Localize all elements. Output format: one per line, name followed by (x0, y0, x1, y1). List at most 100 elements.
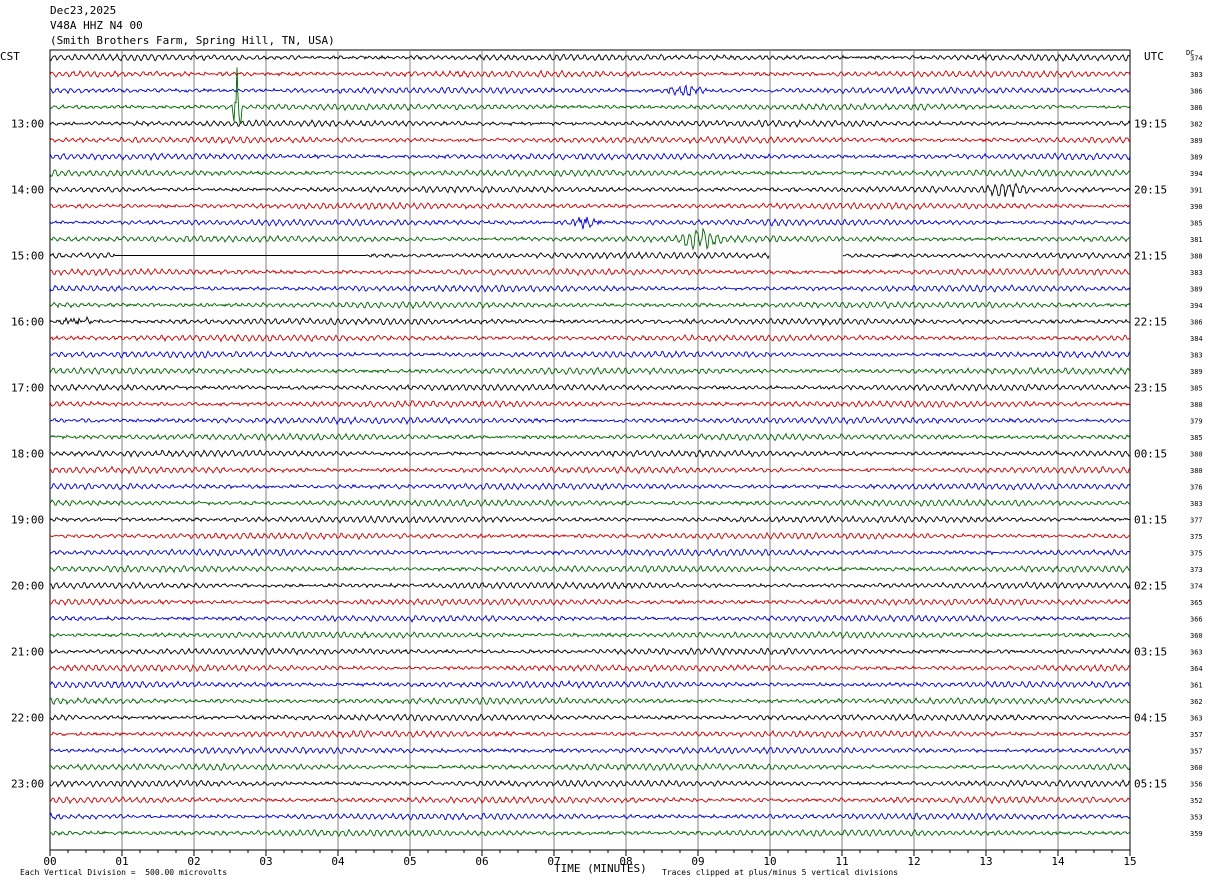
dc-offset-value: 365 (1190, 599, 1203, 607)
left-timezone-label: CST (0, 50, 20, 63)
seismic-trace (49, 67, 1131, 125)
seismic-trace (49, 69, 1131, 79)
left-hour-label: 17:00 (11, 382, 44, 395)
right-hour-label: 01:15 (1134, 514, 1167, 527)
left-hour-label: 20:00 (11, 580, 44, 593)
right-hour-label: 21:15 (1134, 250, 1167, 263)
x-tick-label: 11 (835, 855, 848, 868)
x-tick-label: 00 (43, 855, 56, 868)
dc-offset-value: 389 (1190, 286, 1203, 294)
seismic-trace (49, 679, 1131, 689)
x-tick-label: 04 (331, 855, 345, 868)
seismic-trace (49, 812, 1131, 821)
dc-offset-value: 356 (1190, 781, 1203, 789)
left-hour-label: 18:00 (11, 448, 44, 461)
dc-offset-value: 366 (1190, 616, 1203, 624)
dc-offset-value: 384 (1190, 335, 1203, 343)
seismic-trace (49, 168, 1131, 178)
seismic-trace (49, 201, 1131, 211)
dc-offset-value: 373 (1190, 566, 1203, 574)
dc-offset-value: 361 (1190, 682, 1203, 690)
dc-offset-value: 380 (1190, 467, 1203, 475)
seismic-trace (49, 795, 1131, 805)
dc-offset-value: 375 (1190, 550, 1203, 558)
left-hour-label: 15:00 (11, 250, 44, 263)
right-hour-label: 03:15 (1134, 646, 1167, 659)
x-tick-label: 06 (475, 855, 488, 868)
right-hour-label: 00:15 (1134, 448, 1167, 461)
seismic-trace (49, 597, 1131, 607)
dc-offset-value: 386 (1190, 319, 1203, 327)
dc-offset-value: 382 (1190, 121, 1203, 129)
right-hour-label: 22:15 (1134, 316, 1167, 329)
seismic-trace (49, 333, 1131, 343)
seismic-trace (49, 84, 1131, 97)
dc-offset-value: 385 (1190, 385, 1203, 393)
seismic-trace (49, 514, 1131, 524)
dc-offset-value: 357 (1190, 731, 1203, 739)
dc-offset-value: 364 (1190, 665, 1203, 673)
dc-offset-value: 389 (1190, 368, 1203, 376)
dc-offset-value: 381 (1190, 236, 1203, 244)
seismic-trace (49, 449, 1131, 459)
x-tick-label: 01 (115, 855, 128, 868)
seismic-trace (49, 647, 1131, 656)
dc-offset-value: 389 (1190, 137, 1203, 145)
seismic-trace (49, 227, 1131, 251)
seismic-trace (49, 182, 1131, 198)
seismic-trace (49, 564, 1131, 574)
dc-offset-value: 376 (1190, 484, 1203, 492)
dc-offset-value: 362 (1190, 698, 1203, 706)
seismic-trace (49, 762, 1131, 772)
dc-offset-value: 359 (1190, 830, 1203, 838)
dc-offset-value: 383 (1190, 352, 1203, 360)
x-axis-label: TIME (MINUTES) (554, 862, 647, 875)
seismic-trace (49, 581, 1131, 590)
dc-offset-value: 375 (1190, 533, 1203, 541)
left-hour-label: 16:00 (11, 316, 44, 329)
left-hour-label: 23:00 (11, 778, 44, 791)
dc-offset-value: 360 (1190, 764, 1203, 772)
x-tick-label: 13 (979, 855, 992, 868)
dc-offset-label: DC (1186, 49, 1195, 57)
x-tick-label: 09 (691, 855, 704, 868)
right-hour-label: 05:15 (1134, 778, 1167, 791)
seismic-trace (49, 746, 1131, 755)
seismic-trace (49, 729, 1131, 739)
left-hour-label: 19:00 (11, 514, 44, 527)
seismic-trace (49, 482, 1131, 491)
seismic-trace (49, 284, 1131, 293)
dc-offset-value: 385 (1190, 434, 1203, 442)
dc-offset-value: 380 (1190, 451, 1203, 459)
dc-offset-value: 386 (1190, 88, 1203, 96)
seismic-trace (49, 828, 1131, 838)
seismic-trace (49, 630, 1131, 639)
dc-offset-value: 390 (1190, 203, 1203, 211)
seismic-trace (49, 713, 1131, 722)
seismic-trace (49, 350, 1131, 359)
x-tick-label: 02 (187, 855, 200, 868)
x-tick-label: 05 (403, 855, 416, 868)
seismic-trace (49, 399, 1131, 409)
plot-frame (49, 49, 1131, 851)
seismic-trace (49, 315, 1131, 327)
left-hour-label: 13:00 (11, 118, 44, 131)
seismic-trace (49, 465, 1131, 475)
dc-offset-value: 353 (1190, 814, 1203, 822)
dc-offset-value: 360 (1190, 632, 1203, 640)
seismic-trace (49, 432, 1131, 442)
dc-offset-value: 388 (1190, 253, 1203, 261)
x-tick-label: 08 (619, 855, 632, 868)
dc-offset-value: 383 (1190, 269, 1203, 277)
seismic-trace (49, 614, 1131, 624)
x-tick-label: 12 (907, 855, 920, 868)
seismic-trace (49, 119, 1131, 128)
right-timezone-label: UTC (1144, 50, 1164, 63)
x-tick-label: 03 (259, 855, 272, 868)
dc-offset-value: 374 (1190, 55, 1203, 63)
x-tick-label: 14 (1051, 855, 1065, 868)
x-tick-label: 10 (763, 855, 776, 868)
dc-offset-value: 383 (1190, 500, 1203, 508)
x-tick-label: 07 (547, 855, 560, 868)
left-hour-label: 21:00 (11, 646, 44, 659)
